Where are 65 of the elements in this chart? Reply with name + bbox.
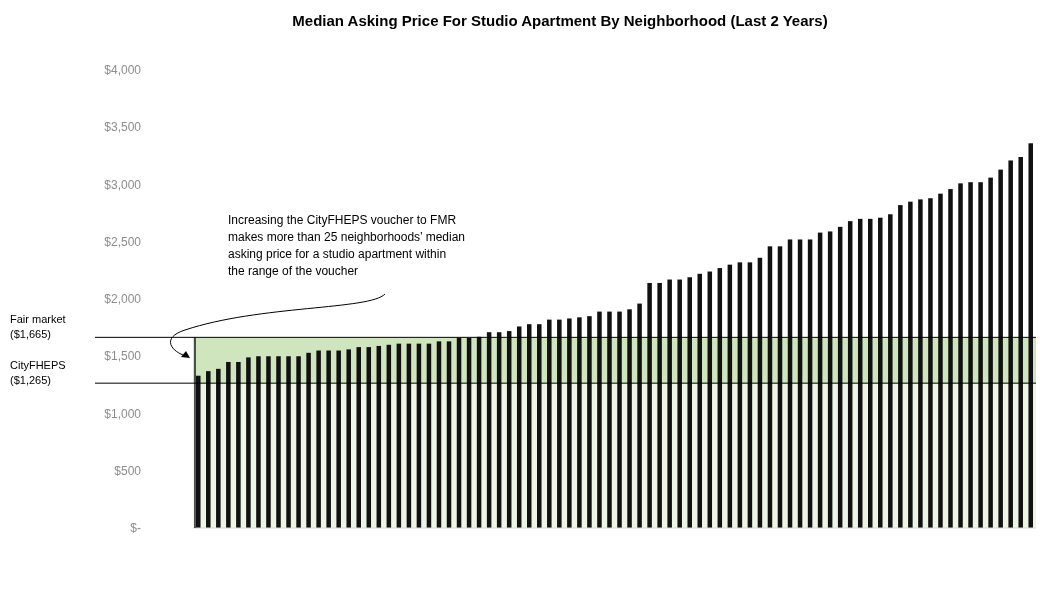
bar — [346, 349, 351, 528]
ref-line-label: CityFHEPS ($1,265) — [10, 359, 66, 387]
bar — [276, 356, 281, 528]
y-tick-label: $1,500 — [104, 349, 142, 364]
bar — [526, 324, 532, 528]
bar — [567, 318, 572, 528]
bar — [667, 279, 672, 528]
bar — [236, 361, 241, 528]
bar — [617, 311, 622, 528]
bar — [697, 273, 703, 528]
bar — [587, 316, 592, 528]
bar — [938, 193, 943, 528]
y-tick-label: $- — [130, 521, 141, 536]
bar — [898, 205, 903, 528]
bar — [196, 375, 201, 528]
bar — [988, 177, 993, 528]
bar — [928, 198, 933, 528]
ref-line-label: Fair market ($1,665) — [10, 313, 66, 341]
bar — [256, 356, 261, 528]
bar — [226, 361, 231, 528]
y-tick-label: $2,500 — [104, 234, 142, 249]
bar — [918, 199, 923, 528]
bar — [637, 303, 642, 528]
y-tick-label: $3,000 — [104, 177, 142, 192]
bar — [557, 319, 562, 528]
bar — [687, 277, 692, 528]
bar — [336, 350, 341, 528]
bar — [607, 311, 612, 528]
bar — [878, 217, 883, 528]
bar — [286, 356, 291, 528]
bar — [888, 214, 893, 528]
bar — [537, 324, 542, 528]
bar — [1018, 157, 1023, 528]
bar — [206, 371, 211, 528]
bar — [266, 356, 271, 528]
bar — [547, 319, 552, 528]
bar — [246, 357, 251, 528]
bar — [1008, 160, 1013, 528]
bar — [948, 189, 953, 528]
y-tick-label: $500 — [114, 463, 142, 478]
bar — [868, 218, 873, 528]
y-tick-label: $3,500 — [104, 120, 142, 135]
bar — [597, 311, 602, 528]
bar — [1028, 143, 1033, 528]
bar — [356, 347, 361, 528]
bar — [296, 356, 301, 528]
bar — [677, 279, 682, 528]
bar — [968, 182, 973, 528]
chart-title: Median Asking Price For Studio Apartment By Neighborhood (Last 2 Years) — [292, 12, 828, 29]
bar — [627, 309, 632, 528]
bar — [326, 350, 331, 528]
y-tick-label: $4,000 — [104, 63, 142, 78]
y-tick-label: $2,000 — [104, 292, 142, 307]
bar — [908, 201, 913, 528]
bar — [978, 182, 983, 528]
bar — [216, 368, 221, 528]
annotation: Increasing the CityFHEPS voucher to FMR makes more than 25 neighborhoods’ median asking price for a studio apartment within the range of the voucher — [228, 213, 466, 278]
bar — [306, 352, 311, 528]
y-tick-label: $1,000 — [104, 406, 142, 421]
bar — [577, 317, 582, 528]
bar — [998, 169, 1003, 528]
bar — [316, 350, 321, 528]
bar — [647, 282, 652, 528]
bar — [657, 282, 662, 528]
bar — [958, 183, 963, 528]
